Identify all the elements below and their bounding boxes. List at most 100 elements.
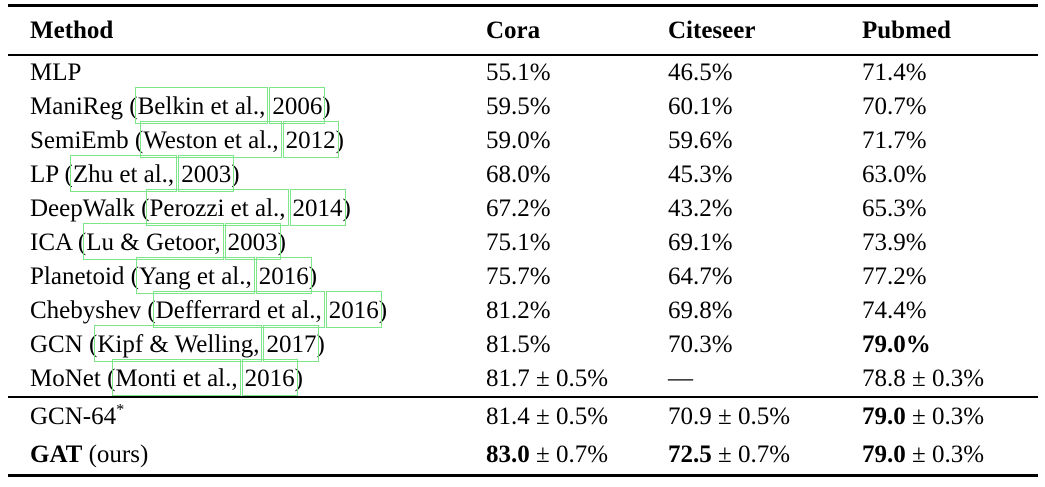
value: ± 0.3% (905, 403, 985, 430)
column-header-cora: Cora (486, 16, 541, 44)
value: 55.1% (486, 59, 551, 86)
value-bold: 83.0 (486, 441, 530, 468)
method-cell: Chebyshev (Defferrard et al., 2016) (8, 291, 486, 328)
method-cell: LP (Zhu et al., 2003) (8, 155, 486, 192)
cora-value: 68.0% (486, 158, 668, 192)
value-bold: 79.0 (862, 403, 906, 430)
cora-value: 75.7% (486, 260, 668, 294)
citation-year-link[interactable]: 2016 (325, 291, 382, 328)
method-cell: ICA (Lu & Getoor, 2003) (8, 223, 486, 260)
table-row: LP (Zhu et al., 2003) 68.0% 45.3% 63.0% (8, 155, 1038, 192)
value: 45.3% (668, 161, 733, 188)
citation-year-link[interactable]: 2006 (269, 87, 326, 124)
table-row: SemiEmb (Weston et al., 2012) 59.0% 59.6%… (8, 121, 1038, 158)
citation-year-link[interactable]: 2016 (241, 359, 298, 396)
table-row: GCN-64* 81.4 ± 0.5% 70.9 ± 0.5% 79.0 ± 0… (8, 397, 1038, 436)
citation-year-link[interactable]: 2003 (178, 155, 235, 192)
method-name-close: ) (378, 297, 388, 324)
results-table: Method Cora Citeseer Pubmed MLP 55.1% 46… (8, 4, 1038, 477)
citation-author-link[interactable]: Belkin et al., (134, 87, 269, 124)
value: 70.3% (668, 331, 733, 358)
citeseer-value: 69.1% (668, 226, 862, 260)
citation-author-link[interactable]: Perozzi et al., (146, 189, 289, 226)
pubmed-value: 77.2% (862, 260, 1038, 294)
column-header-method: Method (30, 16, 114, 44)
citeseer-value: 46.5% (668, 55, 862, 90)
value: 68.0% (486, 161, 551, 188)
value: 75.1% (486, 229, 551, 256)
citation-author-link[interactable]: Monti et al., (112, 359, 241, 396)
value: 71.7% (862, 127, 927, 154)
value: 77.2% (862, 263, 927, 290)
citeseer-value: 70.9 ± 0.5% (668, 397, 862, 436)
method-cell: ManiReg (Belkin et al., 2006) (8, 87, 486, 124)
cora-value: 83.0 ± 0.7% (486, 436, 668, 476)
method-name-close: ) (335, 127, 344, 154)
citation-year-link[interactable]: 2014 (289, 189, 346, 226)
value: 75.7% (486, 263, 551, 290)
cora-value: 55.1% (486, 55, 668, 90)
method-name: Chebyshev ( (30, 297, 156, 324)
method-name: MLP (30, 59, 82, 86)
value: 59.6% (668, 127, 733, 154)
citation-year-link[interactable]: 2012 (282, 121, 339, 158)
method-name: MoNet ( (30, 365, 116, 392)
value: — (668, 365, 693, 392)
citation-author-link[interactable]: Kipf & Welling, (94, 325, 263, 362)
citeseer-value: 60.1% (668, 90, 862, 124)
citeseer-value: 64.7% (668, 260, 862, 294)
citation-author-link[interactable]: Zhu et al., (69, 155, 178, 192)
citation-year-link[interactable]: 2017 (263, 325, 320, 362)
cora-value: 59.0% (486, 124, 668, 158)
value: 59.5% (486, 93, 551, 120)
method-cell: DeepWalk (Perozzi et al., 2014) (8, 189, 486, 226)
citeseer-value: 43.2% (668, 192, 862, 226)
value: 74.4% (862, 297, 927, 324)
value: 69.8% (668, 297, 733, 324)
method-name: ICA ( (30, 229, 87, 256)
citation-author-link[interactable]: Lu & Getoor, (83, 223, 225, 260)
method-name-close: ) (277, 229, 286, 256)
citation-year-link[interactable]: 2016 (255, 257, 312, 294)
value: 81.5% (486, 331, 551, 358)
value: 78.8 ± 0.3% (862, 365, 985, 392)
citation-author-link[interactable]: Weston et al., (140, 121, 283, 158)
value-bold: 72.5 (668, 441, 712, 468)
value: 64.7% (668, 263, 733, 290)
value: ± 0.7% (529, 441, 609, 468)
pubmed-value: 78.8 ± 0.3% (862, 362, 1038, 397)
pubmed-value: 74.4% (862, 294, 1038, 328)
superscript-asterisk: * (116, 400, 125, 419)
value: 46.5% (668, 59, 733, 86)
citeseer-value: 70.3% (668, 328, 862, 362)
pubmed-value: 79.0 ± 0.3% (862, 436, 1038, 476)
method-name: SemiEmb ( (30, 127, 144, 154)
table-row: MoNet (Monti et al., 2016) 81.7 ± 0.5% — … (8, 359, 1038, 397)
header-row: Method Cora Citeseer Pubmed (8, 6, 1038, 56)
cora-value: 75.1% (486, 226, 668, 260)
table-row: ICA (Lu & Getoor, 2003) 75.1% 69.1% 73.9% (8, 223, 1038, 260)
citation-year-link[interactable]: 2003 (224, 223, 281, 260)
table-row: Planetoid (Yang et al., 2016) 75.7% 64.7%… (8, 257, 1038, 294)
value: 65.3% (862, 195, 927, 222)
pubmed-value: 71.4% (862, 55, 1038, 90)
method-name: GCN ( (30, 331, 98, 358)
citeseer-value: 69.8% (668, 294, 862, 328)
method-name: ManiReg ( (30, 93, 138, 120)
citation-author-link[interactable]: Defferrard et al., (152, 291, 325, 328)
value: 81.4 ± 0.5% (486, 403, 609, 430)
citation-author-link[interactable]: Yang et al., (136, 257, 255, 294)
method-name-close: ) (322, 93, 331, 120)
value: 70.7% (862, 93, 927, 120)
value: 81.7 ± 0.5% (486, 365, 609, 392)
method-cell: GCN-64* (8, 397, 486, 436)
method-name: LP ( (30, 161, 73, 188)
value: 69.1% (668, 229, 733, 256)
cora-value: 81.5% (486, 328, 668, 362)
column-header-pubmed: Pubmed (862, 16, 951, 44)
citeseer-value: 45.3% (668, 158, 862, 192)
method-name-close: ) (342, 195, 351, 222)
value-bold: 79.0% (862, 331, 931, 358)
pubmed-value: 79.0 ± 0.3% (862, 397, 1038, 436)
value: 59.0% (486, 127, 551, 154)
